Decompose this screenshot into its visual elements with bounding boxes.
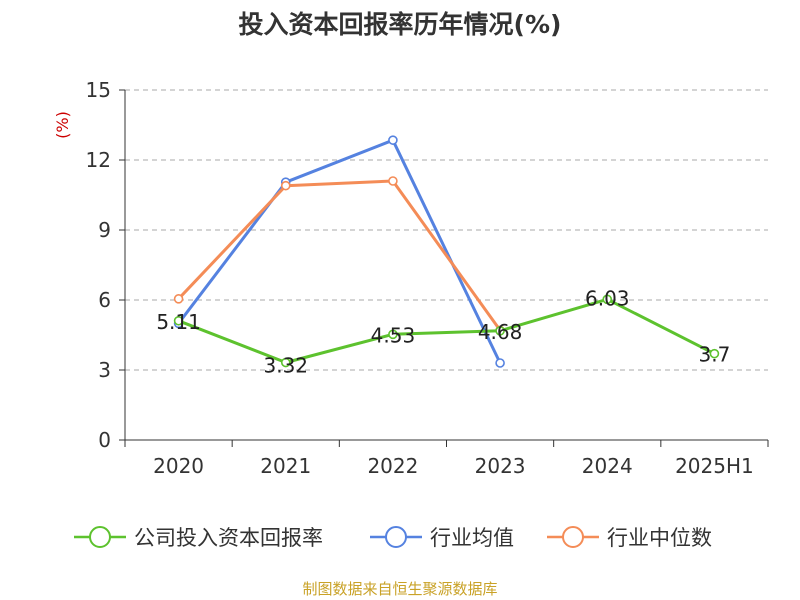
data-label: 3.32 — [263, 354, 308, 378]
y-tick-label: 6 — [98, 288, 111, 312]
legend: 公司投入资本回报率 行业均值 行业中位数 — [74, 526, 712, 550]
y-axis-label: (%) — [53, 111, 72, 139]
x-tick-label: 2025H1 — [675, 454, 754, 478]
legend-label: 公司投入资本回报率 — [134, 526, 323, 550]
data-point — [388, 135, 398, 145]
data-label: 5.11 — [156, 310, 201, 334]
series-line-1 — [177, 138, 502, 364]
legend-swatch-marker — [385, 526, 407, 548]
data-label: 3.7 — [699, 343, 731, 367]
axes: 0 3 6 9 12 15 2020 2021 2022 2023 2024 2025H1 — [86, 78, 769, 478]
data-label: 4.68 — [478, 320, 523, 344]
x-tick-label: 2024 — [582, 454, 633, 478]
x-tick-label: 2022 — [367, 454, 418, 478]
legend-swatch-marker — [562, 526, 584, 548]
data-point — [495, 325, 505, 336]
x-tick-label: 2023 — [475, 454, 526, 478]
data-label: 4.53 — [371, 323, 416, 347]
series-line-0 — [178, 297, 716, 364]
legend-swatch-marker — [89, 526, 111, 548]
series-line-2 — [177, 179, 502, 332]
data-point — [173, 315, 184, 326]
data-point — [709, 348, 720, 359]
data-point — [495, 358, 505, 368]
legend-label: 行业均值 — [430, 526, 514, 550]
data-point — [280, 180, 291, 191]
data-label: 6.03 — [585, 286, 630, 310]
gridlines — [125, 89, 768, 371]
data-point — [388, 329, 398, 340]
x-tick-label: 2021 — [260, 454, 311, 478]
chart-title: 投入资本回报率历年情况(%) — [239, 10, 562, 39]
data-point — [602, 294, 613, 305]
y-tick-label: 9 — [98, 218, 111, 242]
data-point — [388, 176, 398, 186]
series-layer — [173, 135, 720, 368]
x-tick-label: 2020 — [153, 454, 204, 478]
legend-label: 行业中位数 — [607, 526, 712, 550]
source-note: 制图数据来自恒生聚源数据库 — [302, 580, 497, 598]
data-point — [280, 357, 291, 368]
data-point — [173, 294, 184, 304]
y-tick-label: 12 — [86, 148, 111, 172]
data-labels: 5.11 3.32 4.53 4.68 6.03 3.7 — [156, 286, 730, 377]
y-tick-label: 15 — [86, 78, 111, 102]
y-tick-label: 0 — [98, 428, 111, 452]
y-tick-label: 3 — [98, 358, 111, 382]
